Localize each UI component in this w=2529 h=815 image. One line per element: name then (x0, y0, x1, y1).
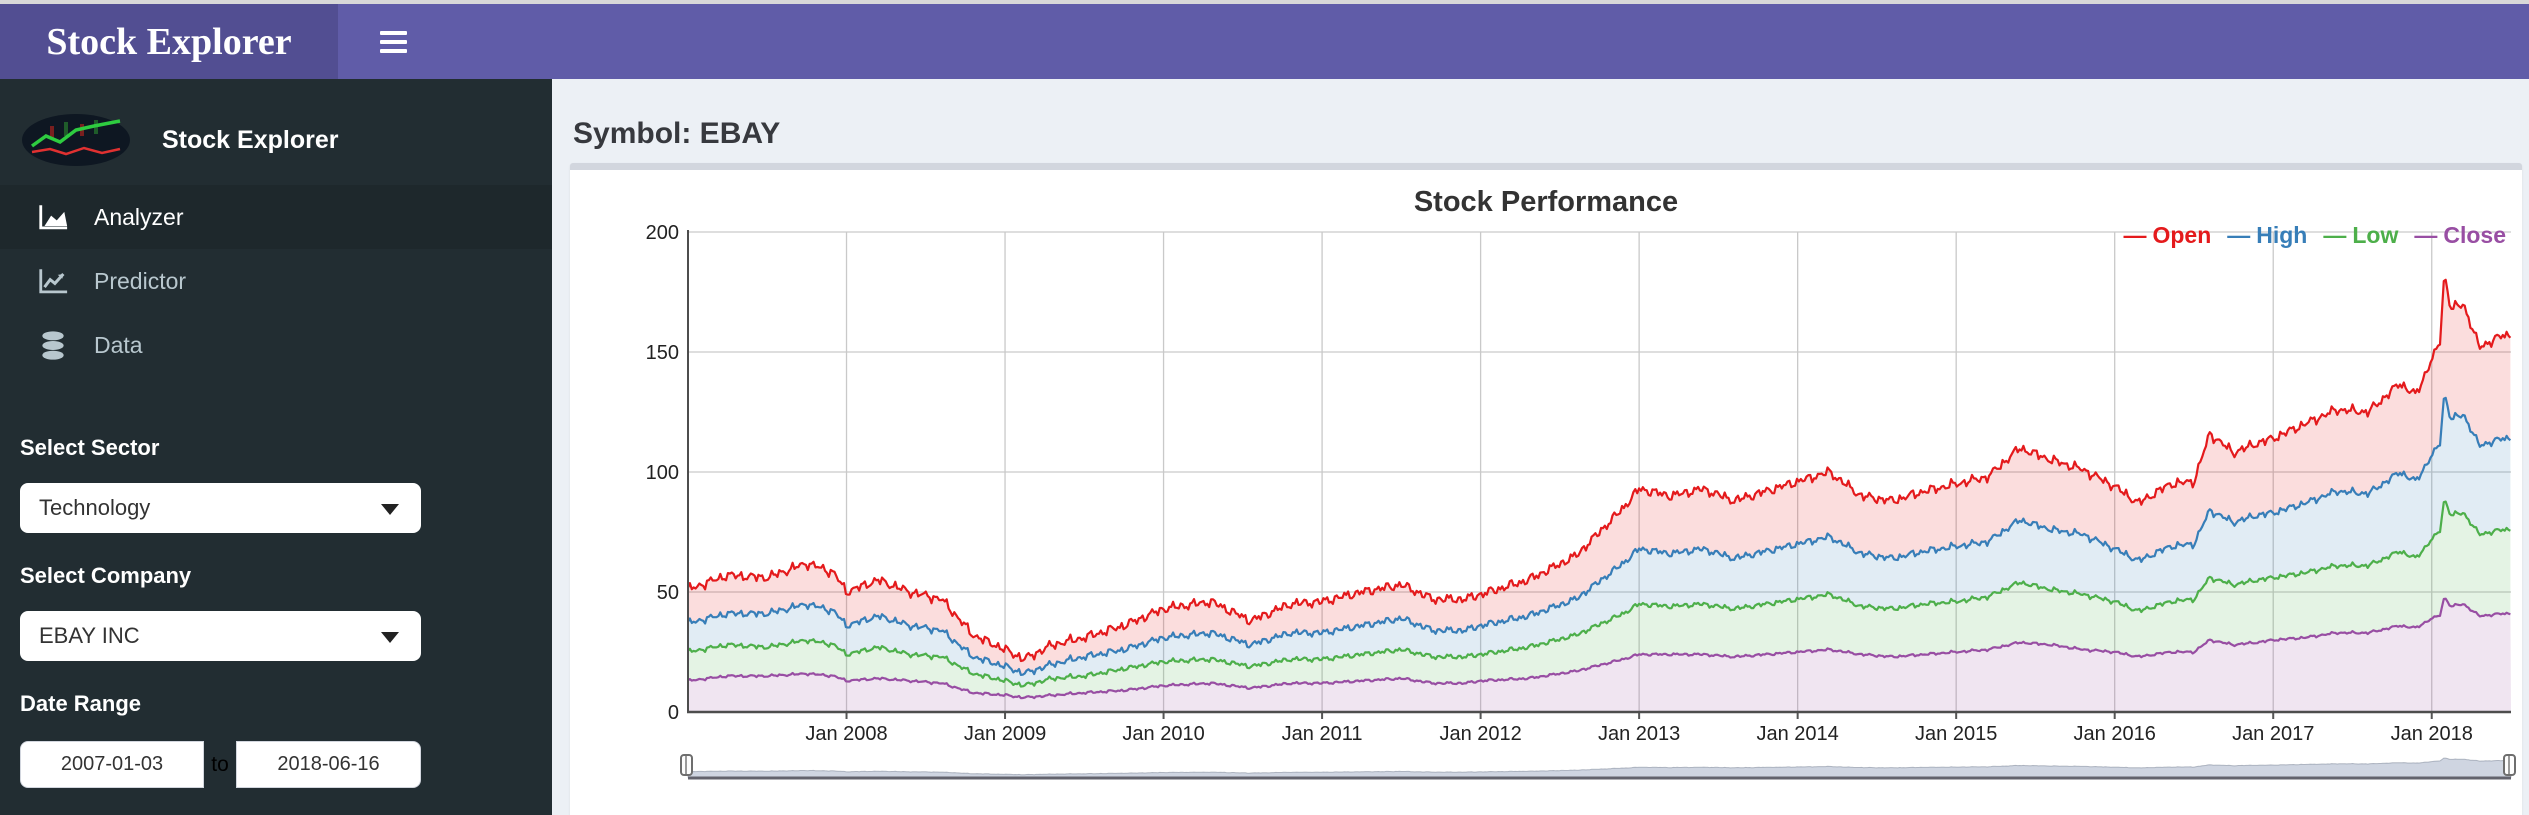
legend-dash: — (2414, 222, 2438, 248)
sidebar-toggle-button[interactable] (358, 4, 428, 79)
sidebar-brand: Stock Explorer (0, 79, 552, 175)
window-top-edge (0, 0, 2529, 4)
area-chart-icon (36, 203, 70, 232)
company-selected-value: EBAY INC (39, 623, 140, 648)
legend-dash: — (2323, 222, 2347, 248)
stock-chart-logo (22, 114, 130, 166)
line-chart-icon (36, 267, 70, 296)
sidebar-item-label: Predictor (94, 267, 187, 294)
database-icon (36, 330, 70, 361)
legend-item-close: — Close (2414, 222, 2506, 248)
sidebar-brand-title: Stock Explorer (162, 125, 339, 154)
date-end-input[interactable] (236, 741, 421, 788)
date-range-label: Date Range (20, 691, 142, 716)
date-range-separator: to (211, 752, 229, 776)
legend-dash: — (2123, 222, 2147, 248)
range-handle-right[interactable] (2503, 754, 2516, 776)
chevron-down-icon (381, 504, 399, 515)
sector-selected-value: Technology (39, 495, 151, 520)
sector-select[interactable]: Technology (20, 483, 421, 533)
navbar (338, 4, 2529, 79)
app-logo[interactable]: Stock Explorer (0, 4, 338, 79)
symbol-heading: Symbol: EBAY (573, 117, 781, 150)
chevron-down-icon (381, 632, 399, 643)
legend-item-low: — Low (2323, 222, 2399, 248)
company-select[interactable]: EBAY INC (20, 611, 421, 661)
sidebar-item-analyzer[interactable]: Analyzer (0, 185, 552, 249)
date-range-input-group: to (20, 741, 421, 788)
app-title: Stock Explorer (46, 20, 292, 63)
range-handle-left[interactable] (680, 754, 693, 776)
sidebar-item-label: Data (94, 331, 143, 358)
sector-label: Select Sector (20, 435, 160, 460)
sidebar-menu: Analyzer Predictor Data (0, 185, 552, 377)
company-label: Select Company (20, 563, 192, 588)
range-selector[interactable] (688, 752, 2511, 782)
hamburger-icon (379, 30, 407, 35)
date-start-input[interactable] (20, 741, 204, 788)
legend-item-high: — High (2227, 222, 2308, 248)
chart-legend: — Open — High — Low — Close (2123, 222, 2506, 249)
sidebar-item-data[interactable]: Data (0, 313, 552, 377)
chart-title: Stock Performance (1413, 186, 1679, 218)
legend-item-open: — Open (2123, 222, 2212, 248)
sidebar: Stock Explorer Analyzer Predictor (0, 79, 552, 815)
sidebar-item-predictor[interactable]: Predictor (0, 249, 552, 313)
sidebar-form: Select Sector Technology Select Company … (0, 377, 552, 788)
chart-plot-area[interactable] (688, 232, 2511, 712)
header: Stock Explorer (0, 4, 2529, 79)
sidebar-item-label: Analyzer (94, 203, 184, 230)
legend-dash: — (2227, 222, 2251, 248)
